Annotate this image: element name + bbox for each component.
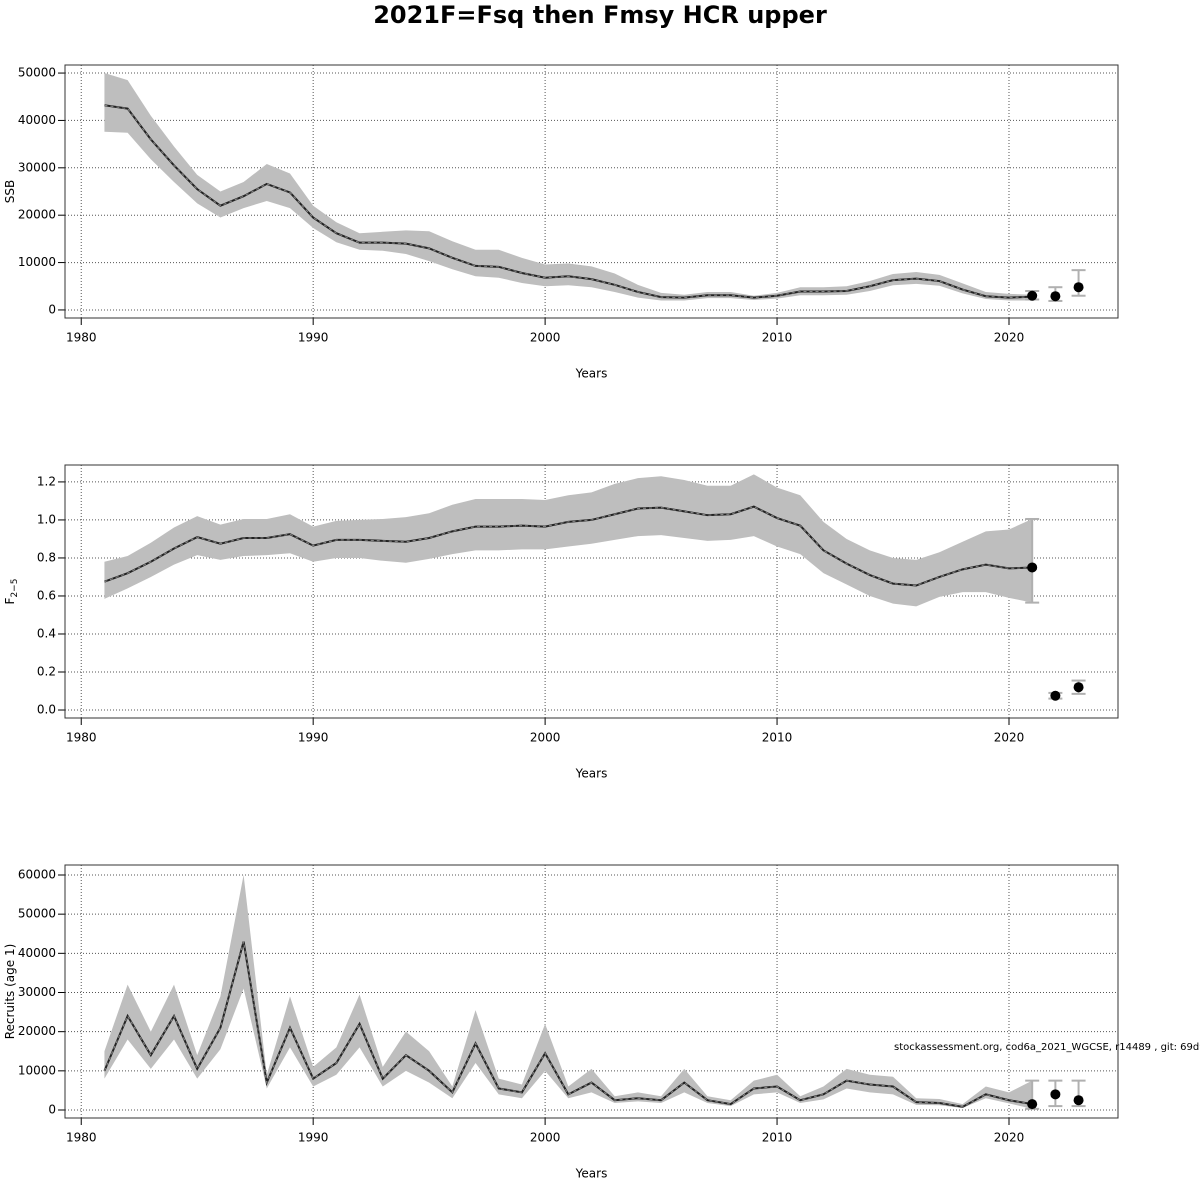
- plot-frame: [64, 64, 1119, 319]
- x-tick-label: 1980: [66, 331, 97, 345]
- x-axis-label: Years: [575, 367, 608, 381]
- x-axis-label: Years: [575, 1167, 608, 1181]
- projection-point: [1027, 290, 1038, 301]
- y-axis-label: F2−5: [3, 579, 20, 605]
- x-tick-label: 1990: [298, 331, 329, 345]
- plot-frame: [64, 464, 1119, 719]
- projection-point: [1050, 1089, 1061, 1100]
- x-tick-label: 1990: [298, 731, 329, 745]
- y-tick-label: 30000: [18, 985, 56, 999]
- estimate-line-dash: [103, 941, 1033, 1108]
- x-tick-label: 2000: [530, 731, 561, 745]
- confidence-band: [104, 474, 1033, 607]
- y-tick-label: 0.0: [37, 703, 56, 717]
- projection-point: [1073, 1095, 1084, 1106]
- y-axis-label: Recruits (age 1): [3, 944, 17, 1040]
- x-tick-label: 2010: [762, 731, 793, 745]
- projection-point: [1050, 291, 1061, 302]
- y-tick-label: 0: [48, 302, 56, 316]
- x-tick-label: 2020: [994, 731, 1025, 745]
- x-axis-label: Years: [575, 767, 608, 781]
- estimate-line-dash: [104, 104, 1033, 299]
- y-tick-label: 10000: [18, 255, 56, 269]
- y-tick-label: 1.2: [37, 474, 56, 488]
- y-tick-label: 50000: [18, 907, 56, 921]
- projection-point: [1050, 690, 1061, 701]
- confidence-band: [104, 73, 1033, 301]
- projection-point: [1073, 682, 1084, 693]
- x-tick-label: 1980: [66, 731, 97, 745]
- x-tick-label: 1980: [66, 1131, 97, 1145]
- y-tick-label: 0: [48, 1103, 56, 1117]
- projection-point: [1027, 562, 1038, 573]
- y-tick-label: 0.2: [37, 665, 56, 679]
- x-tick-label: 2010: [762, 331, 793, 345]
- x-tick-label: 2020: [994, 331, 1025, 345]
- annotation: stockassessment.org, cod6a_2021_WGCSE, r…: [894, 1042, 1200, 1053]
- x-tick-label: 2020: [994, 1131, 1025, 1145]
- projection-point: [1027, 1099, 1038, 1110]
- y-axis-label-main: F: [3, 597, 17, 604]
- y-tick-label: 1.0: [37, 512, 56, 526]
- projection-point: [1073, 282, 1084, 293]
- y-tick-label: 10000: [18, 1063, 56, 1077]
- x-tick-label: 1990: [298, 1131, 329, 1145]
- y-tick-label: 0.6: [37, 588, 56, 602]
- estimate-line-dash: [104, 506, 1033, 587]
- y-tick-label: 20000: [18, 1024, 56, 1038]
- chart-title: 2021F=Fsq then Fmsy HCR upper: [373, 1, 827, 29]
- y-tick-label: 0.8: [37, 550, 56, 564]
- y-axis-label-main: SSB: [3, 180, 17, 203]
- y-tick-label: 60000: [18, 867, 56, 881]
- y-axis-label-main: Recruits (age 1): [3, 944, 17, 1040]
- y-axis-label-sub: 2−5: [10, 579, 20, 598]
- y-axis-label: SSB: [3, 180, 17, 203]
- y-tick-label: 40000: [18, 946, 56, 960]
- plot-frame: [64, 864, 1119, 1119]
- confidence-band: [104, 874, 1033, 1109]
- x-tick-label: 2000: [530, 331, 561, 345]
- y-tick-label: 40000: [18, 113, 56, 127]
- y-tick-label: 50000: [18, 66, 56, 80]
- y-tick-label: 30000: [18, 160, 56, 174]
- y-tick-label: 20000: [18, 208, 56, 222]
- y-tick-label: 0.4: [37, 626, 56, 640]
- x-tick-label: 2010: [762, 1131, 793, 1145]
- x-tick-label: 2000: [530, 1131, 561, 1145]
